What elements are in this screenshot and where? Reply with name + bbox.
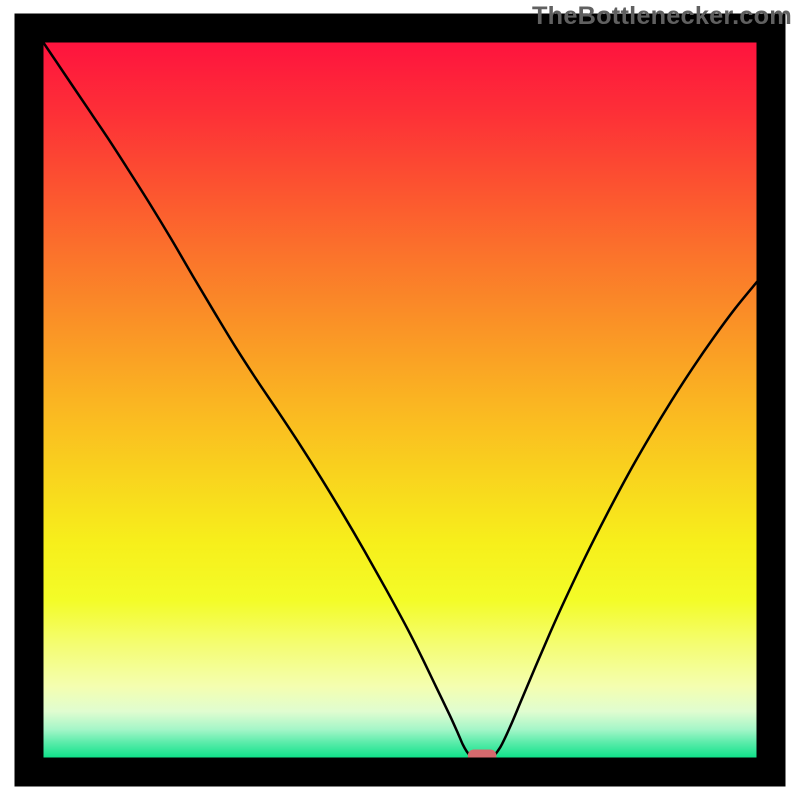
chart-background xyxy=(43,42,757,758)
bottleneck-chart: TheBottlenecker.com xyxy=(0,0,800,800)
watermark-text: TheBottlenecker.com xyxy=(532,2,792,31)
chart-svg xyxy=(0,0,800,800)
